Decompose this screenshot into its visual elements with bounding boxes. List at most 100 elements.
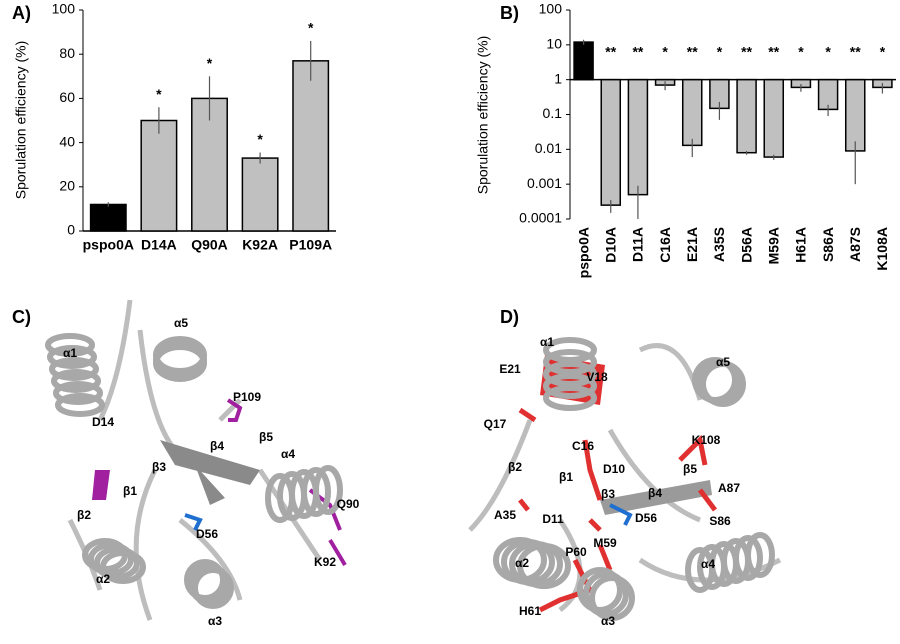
x-tick-label: D56A bbox=[738, 227, 754, 263]
x-tick-label: K92A bbox=[242, 237, 278, 253]
y-tick-label: 0 bbox=[67, 222, 75, 238]
helix-turn bbox=[517, 543, 571, 589]
annotation: ** bbox=[741, 44, 752, 60]
structure-label: S86 bbox=[709, 514, 731, 528]
bar bbox=[140, 119, 178, 232]
y-tick-label: 20 bbox=[59, 178, 75, 194]
structure-label: α5 bbox=[174, 316, 188, 330]
structure-label: β1 bbox=[559, 470, 573, 484]
y-tick-label: 0.001 bbox=[527, 175, 562, 191]
residue bbox=[609, 503, 633, 526]
y-tick-label: 0.01 bbox=[535, 140, 562, 156]
helix-turn bbox=[45, 333, 95, 357]
y-tick-label: 100 bbox=[52, 1, 76, 17]
annotation: * bbox=[880, 44, 886, 60]
helix-turn bbox=[184, 559, 226, 601]
structure-label: A87 bbox=[718, 481, 740, 495]
annotation: * bbox=[717, 44, 723, 60]
x-tick-label: pspo0A bbox=[575, 227, 591, 278]
panel-label: D) bbox=[500, 307, 519, 327]
residue bbox=[92, 470, 110, 500]
x-tick-label: D10A bbox=[602, 227, 618, 263]
structure-label: α1 bbox=[63, 346, 77, 360]
coil bbox=[67, 299, 323, 621]
structure-label: β4 bbox=[648, 486, 662, 500]
structure-label: D10 bbox=[603, 462, 625, 476]
structure-label: α4 bbox=[281, 447, 295, 461]
annotation: * bbox=[257, 131, 263, 147]
structure-label: β2 bbox=[508, 460, 522, 474]
x-tick-label: A35S bbox=[711, 227, 727, 262]
structure-label: α3 bbox=[601, 614, 615, 628]
structure-label: α2 bbox=[96, 572, 110, 586]
annotation: * bbox=[156, 86, 162, 102]
structure-label: A35 bbox=[494, 508, 516, 522]
helix-turn bbox=[153, 344, 207, 382]
helix-turn bbox=[192, 567, 234, 609]
annotation: * bbox=[662, 44, 668, 60]
structure-label: α2 bbox=[515, 556, 529, 570]
bar bbox=[89, 203, 127, 232]
helix-turn bbox=[543, 337, 597, 363]
panel-label: B) bbox=[500, 3, 519, 23]
helix-turn bbox=[47, 345, 97, 369]
annotation: ** bbox=[632, 44, 643, 60]
x-tick-label: M59A bbox=[765, 227, 781, 264]
structure-label: D56 bbox=[635, 511, 657, 525]
annotation: ** bbox=[687, 44, 698, 60]
helix-turn bbox=[313, 465, 343, 515]
y-tick-label: 10 bbox=[546, 36, 562, 52]
residue bbox=[184, 513, 203, 531]
annotation: ** bbox=[605, 44, 616, 60]
x-tick-label: D11A bbox=[630, 227, 646, 262]
helix-turn bbox=[700, 361, 746, 407]
structure-label: P60 bbox=[565, 545, 587, 559]
helix-turn bbox=[543, 361, 597, 387]
bar bbox=[681, 78, 703, 147]
y-tick-label: 0.1 bbox=[543, 105, 563, 121]
helix-turn bbox=[49, 357, 99, 381]
x-tick-label: pspo0A bbox=[83, 237, 134, 253]
x-tick-label: C16A bbox=[657, 227, 673, 263]
bar bbox=[627, 78, 649, 196]
y-axis-label: Sporulation efficiency (%) bbox=[475, 36, 491, 194]
structure-label: β3 bbox=[152, 460, 166, 474]
structure-label: α1 bbox=[540, 335, 554, 349]
x-tick-label: S86A bbox=[820, 227, 836, 262]
helix-turn bbox=[88, 542, 134, 576]
helix-turn bbox=[745, 532, 775, 578]
structure-art bbox=[45, 299, 782, 621]
structure-label: β3 bbox=[601, 487, 615, 501]
y-tick-label: 40 bbox=[59, 133, 75, 149]
structure-label: β4 bbox=[210, 439, 224, 453]
helix-turn bbox=[188, 563, 230, 605]
helix-turn bbox=[733, 535, 763, 581]
x-tick-label: H61A bbox=[793, 227, 809, 263]
structure-label: D14 bbox=[92, 415, 114, 429]
annotation: ** bbox=[768, 44, 779, 60]
y-tick-label: 100 bbox=[539, 1, 563, 17]
helix-turn bbox=[53, 381, 103, 405]
structure-label: α4 bbox=[701, 557, 715, 571]
annotation: * bbox=[798, 44, 804, 60]
y-tick-label: 0.0001 bbox=[519, 210, 562, 226]
structure-label: D56 bbox=[196, 527, 218, 541]
helix-turn bbox=[100, 550, 146, 584]
annotation: * bbox=[207, 55, 213, 71]
y-tick-label: 60 bbox=[59, 89, 75, 105]
x-tick-label: Q90A bbox=[191, 237, 228, 253]
y-tick-label: 80 bbox=[59, 45, 75, 61]
structure-label: Q90 bbox=[337, 497, 360, 511]
structure-label: α3 bbox=[208, 614, 222, 628]
bar bbox=[736, 78, 757, 154]
strand bbox=[600, 480, 712, 515]
residue bbox=[518, 407, 717, 613]
annotation: * bbox=[308, 20, 314, 36]
structure-label: K92 bbox=[314, 555, 336, 569]
panel-label: A) bbox=[12, 3, 31, 23]
y-tick-label: 1 bbox=[554, 70, 562, 86]
helix-turn bbox=[55, 393, 105, 417]
x-tick-label: A87S bbox=[847, 227, 863, 262]
helix-turn bbox=[51, 369, 101, 393]
